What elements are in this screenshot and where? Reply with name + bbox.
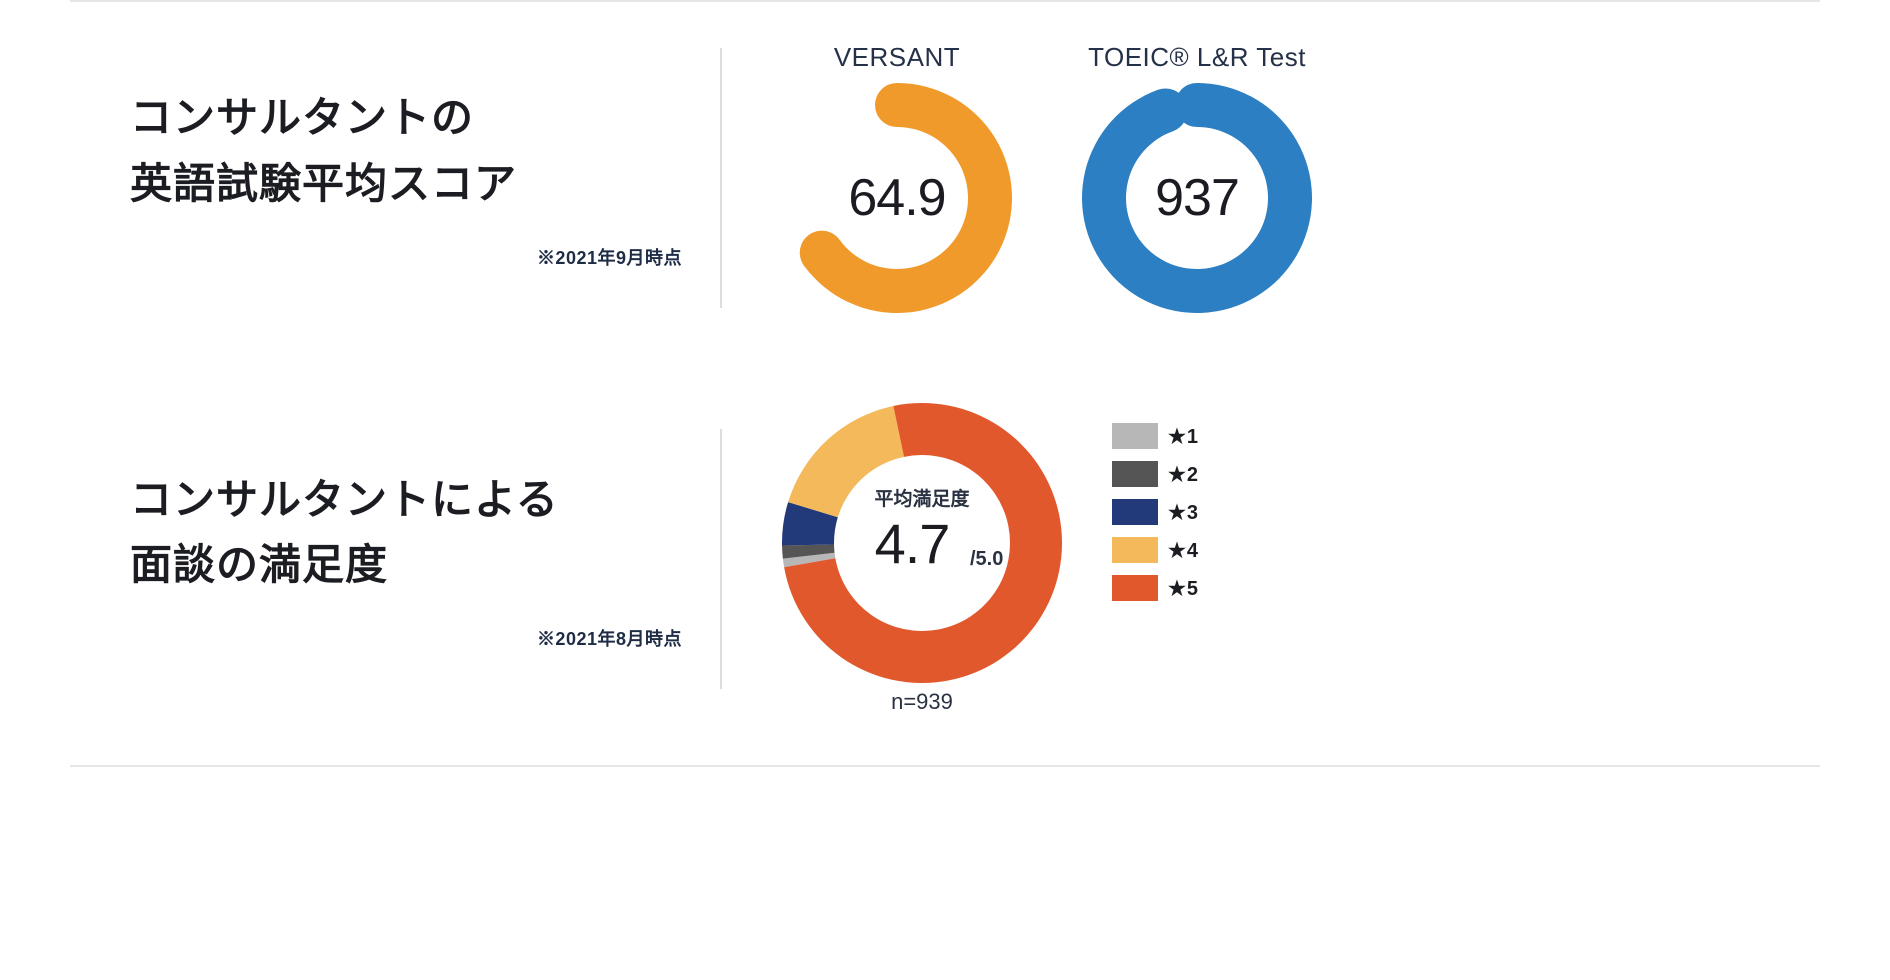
gauge-toeic: TOEIC® L&R Test 937 <box>1082 42 1312 313</box>
gauge-toeic-ring: 937 <box>1082 83 1312 313</box>
legend-swatch-5 <box>1112 575 1158 601</box>
row2-title-line1: コンサルタントによる <box>130 476 559 523</box>
satisfaction-donut-svg: 平均満足度4.7/5.0 <box>782 403 1062 683</box>
row1-left: コンサルタントの 英語試験平均スコア ※2021年9月時点 <box>130 85 690 269</box>
row1-title-line1: コンサルタントの <box>130 94 474 141</box>
donut-center-denom: /5.0 <box>970 548 1003 570</box>
gauge-versant-value: 64.9 <box>848 169 945 227</box>
row1-note: ※2021年9月時点 <box>130 244 690 270</box>
legend-row-1: ★1 <box>1112 423 1199 449</box>
legend-swatch-4 <box>1112 537 1158 563</box>
legend-label-4: ★4 <box>1168 538 1199 563</box>
row1-gauges: VERSANT 64.9 TOEIC® L&R Test 937 <box>782 42 1820 313</box>
legend-label-2: ★2 <box>1168 462 1199 487</box>
donut-center-label: 平均満足度 <box>874 487 970 510</box>
legend-swatch-1 <box>1112 423 1158 449</box>
gauge-versant-label: VERSANT <box>834 42 960 73</box>
donut-center-value: 4.7 <box>875 512 950 575</box>
legend-swatch-3 <box>1112 499 1158 525</box>
bottom-divider <box>70 765 1820 767</box>
section-satisfaction: コンサルタントによる 面談の満足度 ※2021年8月時点 平均満足度4.7/5.… <box>0 363 1890 765</box>
row1-title: コンサルタントの 英語試験平均スコア <box>130 85 690 215</box>
row2-left: コンサルタントによる 面談の満足度 ※2021年8月時点 <box>130 467 690 651</box>
satisfaction-donut: 平均満足度4.7/5.0 n=939 <box>782 403 1062 715</box>
row1-title-line2: 英語試験平均スコア <box>130 160 517 207</box>
satisfaction-legend: ★1 ★2 ★3 ★4 ★5 <box>1112 423 1199 613</box>
legend-row-5: ★5 <box>1112 575 1199 601</box>
legend-label-1: ★1 <box>1168 424 1199 449</box>
row2-title-line2: 面談の満足度 <box>130 541 388 588</box>
row2-title: コンサルタントによる 面談の満足度 <box>130 467 690 597</box>
legend-row-3: ★3 <box>1112 499 1199 525</box>
row2-donut-area: 平均満足度4.7/5.0 n=939 ★1 ★2 ★3 ★4 ★5 <box>782 403 1820 715</box>
legend-swatch-2 <box>1112 461 1158 487</box>
gauge-versant: VERSANT 64.9 <box>782 42 1012 313</box>
legend-row-4: ★4 <box>1112 537 1199 563</box>
legend-label-3: ★3 <box>1168 500 1199 525</box>
row2-vertical-separator <box>720 429 722 689</box>
row1-vertical-separator <box>720 48 722 308</box>
legend-label-5: ★5 <box>1168 576 1199 601</box>
gauge-toeic-label: TOEIC® L&R Test <box>1088 42 1306 73</box>
section-english-scores: コンサルタントの 英語試験平均スコア ※2021年9月時点 VERSANT 64.… <box>0 2 1890 363</box>
gauge-toeic-value: 937 <box>1155 169 1239 227</box>
gauge-versant-ring: 64.9 <box>782 83 1012 313</box>
donut-n-text: n=939 <box>891 689 953 715</box>
row2-note: ※2021年8月時点 <box>130 625 690 651</box>
legend-row-2: ★2 <box>1112 461 1199 487</box>
